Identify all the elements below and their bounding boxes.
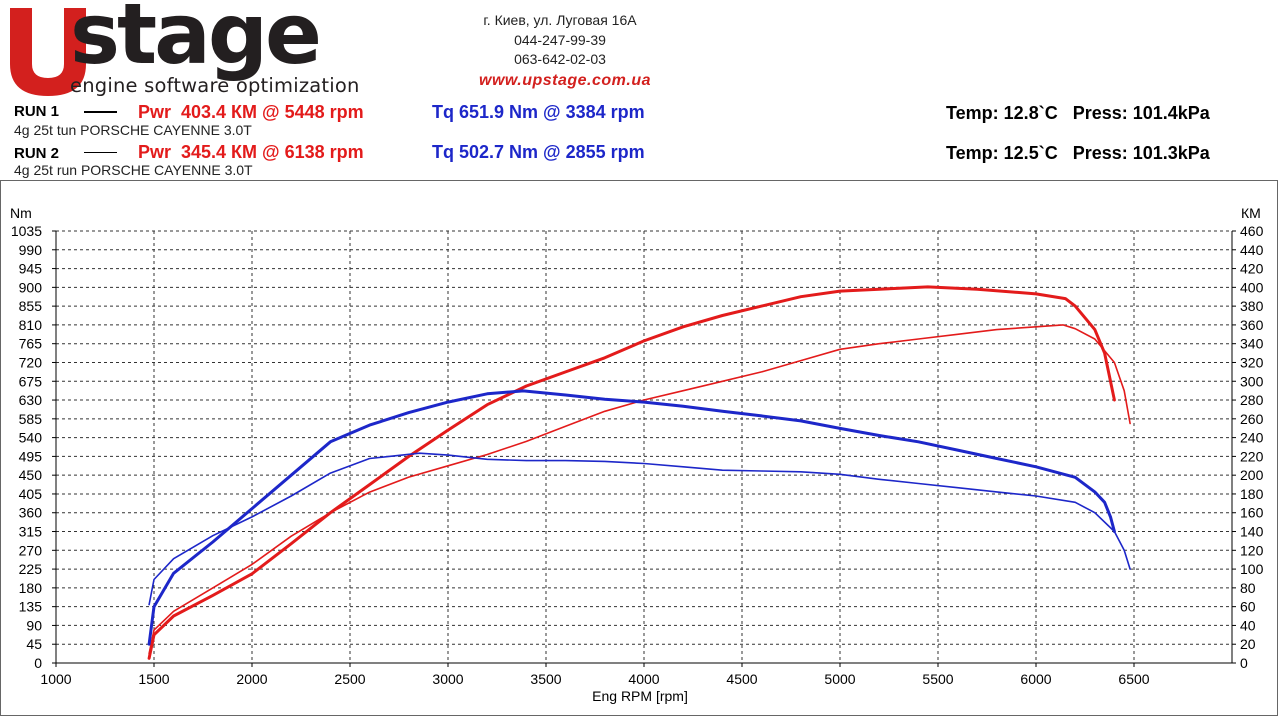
run1-description: 4g 25t tun PORSCHE CAYENNE 3.0T	[14, 122, 252, 138]
y-right-tick-label: 440	[1240, 242, 1264, 258]
x-tick-label: 2000	[236, 671, 267, 687]
chart-frame	[0, 180, 1278, 716]
run2-conditions: Temp: 12.5`C Press: 101.3kPa	[946, 143, 1210, 163]
series-line-2	[148, 324, 1131, 655]
y-left-tick-label: 90	[26, 617, 42, 633]
y-right-tick-label: 0	[1240, 655, 1248, 671]
y-right-tick-label: 160	[1240, 505, 1264, 521]
x-tick-label: 4500	[726, 671, 757, 687]
y-left-tick-label: 225	[19, 561, 43, 577]
logo-u-arrow-mark	[10, 8, 86, 96]
y-left-tick-label: 945	[19, 261, 43, 277]
y-right-tick-label: 360	[1240, 317, 1264, 333]
y-right-tick-label: 20	[1240, 636, 1256, 652]
y-left-tick-label: 720	[19, 354, 43, 370]
y-right-tick-label: 240	[1240, 430, 1264, 446]
x-tick-label: 4000	[628, 671, 659, 687]
y-left-tick-label: 900	[19, 279, 43, 295]
y-left-tick-label: 810	[19, 317, 43, 333]
y-right-tick-label: 280	[1240, 392, 1264, 408]
y-right-tick-label: 40	[1240, 617, 1256, 633]
y-left-tick-label: 270	[19, 542, 43, 558]
run1-label: RUN 1	[14, 103, 60, 120]
y-left-tick-label: 450	[19, 467, 43, 483]
y-left-tick-label: 675	[19, 373, 43, 389]
x-tick-label: 6000	[1020, 671, 1051, 687]
x-tick-label: 5500	[922, 671, 953, 687]
run2-description: 4g 25t run PORSCHE CAYENNE 3.0T	[14, 162, 253, 178]
x-tick-label: 3500	[530, 671, 561, 687]
y-right-tick-label: 340	[1240, 336, 1264, 352]
y-left-tick-label: 765	[19, 336, 43, 352]
y-left-tick-label: 990	[19, 242, 43, 258]
y-right-tick-label: 120	[1240, 542, 1264, 558]
series-line-4	[148, 452, 1131, 606]
y-right-tick-label: 60	[1240, 599, 1256, 615]
y-left-tick-label: 630	[19, 392, 43, 408]
y-right-tick-label: 380	[1240, 298, 1264, 314]
y-right-tick-label: 300	[1240, 373, 1264, 389]
y-right-tick-label: 200	[1240, 467, 1264, 483]
logo-tagline: engine software optimization	[70, 74, 360, 97]
run2-power-readout: Pwr 345.4 КМ @ 6138 rpm	[138, 142, 364, 162]
run1-legend-line	[84, 111, 117, 113]
phone-1: 044-247-99-39	[514, 32, 606, 48]
y-left-tick-label: 180	[19, 580, 43, 596]
upstage-logo: stage engine software optimization	[8, 0, 400, 97]
y-left-tick-label: 1035	[11, 223, 42, 239]
y-right-tick-label: 180	[1240, 486, 1264, 502]
series-line-3	[147, 389, 1116, 646]
y-right-tick-label: 220	[1240, 448, 1264, 464]
y-right-tick-label: 100	[1240, 561, 1264, 577]
x-tick-label: 1000	[40, 671, 71, 687]
run1-power-readout: Pwr 403.4 КМ @ 5448 rpm	[138, 102, 364, 122]
y-right-tick-label: 420	[1240, 261, 1264, 277]
website-link[interactable]: www.upstage.com.ua	[479, 72, 651, 89]
x-tick-label: 5000	[824, 671, 855, 687]
run1-torque-readout: Tq 651.9 Nm @ 3384 rpm	[432, 102, 645, 122]
y-left-tick-label: 315	[19, 524, 43, 540]
y-right-tick-label: 460	[1240, 223, 1264, 239]
run2-label: RUN 2	[14, 145, 60, 162]
x-tick-label: 2500	[334, 671, 365, 687]
y-right-tick-label: 140	[1240, 524, 1264, 540]
x-axis-label: Eng RPM [rpm]	[592, 688, 688, 704]
y-left-tick-label: 45	[26, 636, 42, 652]
logo-wordmark: stage	[70, 0, 322, 83]
x-tick-label: 6500	[1118, 671, 1149, 687]
y-right-tick-label: 260	[1240, 411, 1264, 427]
y-left-tick-label: 135	[19, 599, 43, 615]
run2-legend-line	[84, 152, 117, 153]
run2-torque-readout: Tq 502.7 Nm @ 2855 rpm	[432, 142, 645, 162]
y-left-tick-label: 360	[19, 505, 43, 521]
series-line-1	[147, 285, 1116, 660]
y-left-tick-label: 585	[19, 411, 43, 427]
address: г. Киев, ул. Луговая 16А	[483, 12, 637, 28]
y-left-tick-label: 540	[19, 430, 43, 446]
x-tick-label: 3000	[432, 671, 463, 687]
y-right-tick-label: 320	[1240, 354, 1264, 370]
y-left-tick-label: 855	[19, 298, 43, 314]
y-left-tick-label: 495	[19, 448, 43, 464]
y-right-tick-label: 80	[1240, 580, 1256, 596]
y-left-tick-label: 405	[19, 486, 43, 502]
run1-conditions: Temp: 12.8`C Press: 101.4kPa	[946, 103, 1210, 123]
phone-2: 063-642-02-03	[514, 51, 606, 67]
y-right-axis-label: КМ	[1241, 205, 1261, 221]
y-left-tick-label: 0	[34, 655, 42, 671]
y-left-axis-label: Nm	[10, 205, 32, 221]
y-right-tick-label: 400	[1240, 279, 1264, 295]
x-tick-label: 1500	[138, 671, 169, 687]
